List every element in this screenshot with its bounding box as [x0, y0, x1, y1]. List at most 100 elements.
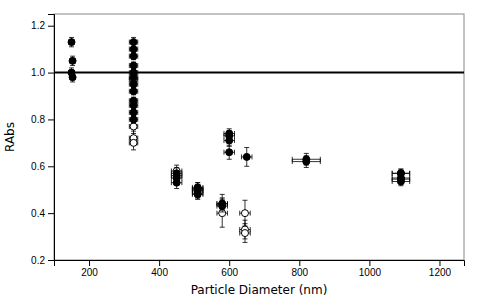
point: [69, 57, 76, 64]
point: [68, 39, 75, 46]
plot-frame: [54, 14, 464, 260]
marks: [54, 37, 464, 242]
error-bar-y: [242, 224, 247, 243]
point: [130, 46, 137, 53]
error-bar-y: [220, 199, 225, 227]
error-bar-x: [240, 231, 251, 236]
error-bar-y: [69, 37, 74, 46]
point: [243, 153, 250, 160]
error-bar-y: [227, 129, 232, 138]
tick: 0.6: [31, 161, 54, 172]
tick-mark: [48, 73, 54, 74]
tick-label: 1.0: [31, 67, 45, 78]
error-bar-x: [129, 54, 137, 59]
error-bar-y: [244, 148, 249, 167]
point: [130, 139, 137, 146]
point: [241, 210, 248, 217]
error-bar-x: [292, 157, 320, 162]
chart: 200 400 600 800 1000 1200 0.2 0.4 0.6 0.8 1.0 1.2 Pa…: [0, 0, 480, 302]
error-bar-x: [240, 211, 251, 216]
error-bar-x: [129, 140, 137, 145]
point: [241, 230, 248, 237]
tick-mark: [369, 260, 370, 266]
x-axis-title: Particle Diameter (nm): [191, 283, 328, 297]
error-bar-x: [129, 124, 137, 129]
error-bar-y: [227, 145, 232, 159]
point: [397, 178, 404, 185]
tick-mark: [48, 26, 54, 27]
tick-label: 0.6: [31, 161, 45, 172]
x-axis: 200 400 600 800 1000 1200: [55, 260, 465, 278]
error-bar-y: [220, 198, 225, 210]
point: [194, 191, 201, 198]
tick: 0.4: [31, 208, 54, 219]
tick: 1000: [359, 260, 382, 278]
error-bar-x: [69, 40, 75, 45]
point: [130, 123, 137, 130]
error-bar-x: [392, 179, 410, 184]
tick-label: 1200: [429, 267, 452, 278]
series: [68, 37, 410, 212]
error-bar-x: [129, 47, 137, 52]
error-bar-x: [241, 154, 252, 159]
tick-mark: [48, 119, 54, 120]
tick-mark: [48, 166, 54, 167]
error-bar-x: [129, 110, 137, 115]
tick-mark: [159, 260, 160, 266]
tick: 200: [81, 260, 98, 278]
error-bar-x: [129, 82, 137, 87]
tick-mark: [299, 260, 300, 266]
tick-mark: [229, 260, 230, 266]
error-bar-x: [129, 103, 137, 108]
error-bar-y: [70, 73, 75, 82]
error-bar-x: [129, 63, 137, 68]
error-bar-y: [304, 153, 309, 165]
point: [130, 102, 137, 109]
point: [303, 156, 310, 163]
error-bar-x: [224, 150, 235, 155]
tick-label: 0.2: [31, 255, 45, 266]
error-bar-x: [129, 40, 137, 45]
tick: 800: [291, 260, 308, 278]
tick-label: 800: [291, 267, 308, 278]
point: [130, 39, 137, 46]
point: [130, 74, 137, 81]
axis-line: [48, 15, 55, 261]
tick-label: 0.8: [31, 114, 45, 125]
tick-label: 0.4: [31, 208, 45, 219]
tick-label: 200: [81, 267, 98, 278]
point: [226, 149, 233, 156]
point: [130, 81, 137, 88]
tick: 0.2: [31, 255, 54, 266]
error-bar-x: [129, 75, 137, 80]
tick-mark: [89, 260, 90, 266]
error-bar-x: [192, 192, 203, 197]
tick-mark: [439, 260, 440, 266]
point: [130, 116, 137, 123]
reference-line: [54, 72, 464, 74]
error-bar-y: [70, 56, 75, 65]
point: [130, 88, 137, 95]
plot: 200 400 600 800 1000 1200 0.2 0.4 0.6 0.8 1.0 1.2: [31, 14, 464, 278]
error-bar-y: [220, 200, 225, 212]
tick-label: 1.2: [31, 20, 45, 31]
y-axis-title: RAbs: [3, 122, 17, 152]
series: [129, 70, 250, 242]
error-bar-y: [398, 177, 403, 185]
error-bar-y: [304, 156, 309, 168]
point: [173, 179, 180, 186]
y-axis: 0.2 0.4 0.6 0.8 1.0 1.2: [31, 15, 54, 266]
point: [69, 74, 76, 81]
tick-label: 400: [151, 267, 168, 278]
tick: 1.2: [31, 20, 54, 31]
point: [226, 130, 233, 137]
tick-label: 1000: [359, 267, 382, 278]
error-bar-y: [242, 220, 247, 239]
point: [130, 109, 137, 116]
error-bar-x: [129, 89, 137, 94]
tick-label: 600: [221, 267, 238, 278]
tick: 0.8: [31, 114, 54, 125]
point: [130, 53, 137, 60]
point: [219, 203, 226, 210]
tick: 600: [221, 260, 238, 278]
